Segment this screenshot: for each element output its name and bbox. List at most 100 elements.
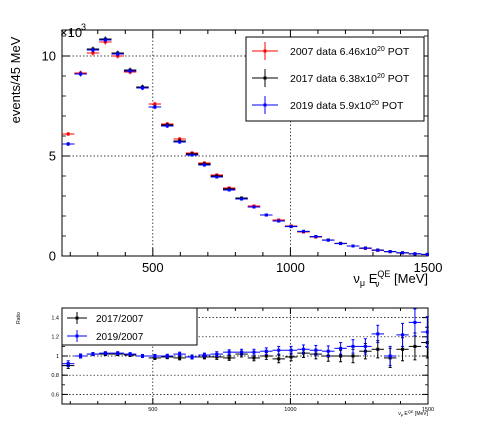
marker [413,252,417,256]
marker [66,362,70,366]
marker [351,354,355,358]
top-xlabel-e: E [365,271,378,286]
data-point [198,163,211,167]
marker [314,348,318,352]
marker [153,102,157,106]
data-point [346,339,360,354]
data-point [272,345,285,355]
data-point [421,252,429,256]
marker [326,349,330,353]
marker [66,132,70,136]
marker [351,344,355,348]
data-point [86,47,100,53]
marker [153,105,157,109]
marker [401,347,405,351]
bottom-panel: 500 1000 1500 0.6 0.8 1 1.2 1.4 Ratio νμ EQE [M… [16,307,434,417]
data-point [383,345,397,367]
data-point [185,153,199,157]
top-legend: 2007 data 6.46x1020 POT 2017 data 6.38x1… [245,36,425,122]
marker [264,349,268,353]
data-point [359,246,372,250]
marker [227,350,231,354]
marker [227,356,231,360]
top-plot-frame [61,29,429,257]
data-point [297,344,310,355]
data-point [222,355,236,361]
data-point [62,132,75,136]
data-point [334,242,347,246]
marker [116,52,120,56]
marker [351,244,355,248]
data-point [136,85,149,91]
data-point [260,213,273,217]
data-point [371,248,384,252]
legend-marker-2019-dot [263,103,267,107]
legend-label-2019: 2019 data 5.9x1020 POT [290,100,404,112]
data-point [408,252,422,256]
marker [202,163,206,167]
marker [401,333,405,337]
bottom-legend-box [61,307,198,346]
legend-marker-2019-2007-dot [75,334,79,338]
marker [202,353,206,357]
data-point [272,219,285,223]
data-point [396,322,409,347]
data-point [123,68,137,74]
marker [91,352,95,356]
top-xlabel-nu-sub: ν [375,279,380,289]
marker [314,235,318,239]
bottom-y-axis-label: Ratio [16,312,22,324]
x-tick-label: 500 [142,260,164,275]
top-y-multiplier: ×10 [60,25,82,40]
data-point [185,354,199,360]
marker [91,51,95,55]
data-point [74,353,87,359]
data-point [272,354,285,364]
data-point [161,124,174,128]
data-point [260,347,273,356]
marker [227,188,231,192]
marker [79,72,83,76]
top-x-axis-label: νμ EQE [MeV] [353,269,428,288]
marker [240,197,244,201]
data-point [222,188,236,192]
x-tick-label: 1000 [276,260,305,275]
marker [413,320,417,324]
marker [425,252,429,256]
legend-entry-2007: 2007 data 6.46x1020 POT [252,42,410,60]
data-point [86,352,100,357]
data-point [408,308,422,337]
top-y-axis-label: events/45 MeV [8,36,23,123]
marker [178,140,182,144]
legend-label-2017-2007: 2017/2007 [96,314,144,325]
data-point [198,352,211,358]
marker [388,354,392,358]
marker [252,356,256,360]
data-point [297,229,310,233]
data-point [247,348,261,356]
marker [190,355,194,359]
marker [301,229,305,233]
marker [215,175,219,179]
data-point [111,351,124,356]
data-point [99,351,112,356]
y-tick-label: 0.6 [51,392,59,398]
marker [363,344,367,348]
marker [301,347,305,351]
legend-label-2017: 2017 data 6.38x1020 POT [290,73,410,85]
marker [190,153,194,157]
data-point [148,353,162,359]
data-point [284,225,298,229]
data-point [99,37,112,43]
legend-marker-2017-dot [263,76,267,80]
marker [103,38,107,42]
marker [413,344,417,348]
data-point [136,354,149,358]
x-tick-label: 500 [148,407,157,413]
data-point [62,360,75,368]
marker [140,86,144,90]
x-tick-label: 1500 [422,407,434,413]
marker [326,238,330,242]
marker [140,354,144,358]
